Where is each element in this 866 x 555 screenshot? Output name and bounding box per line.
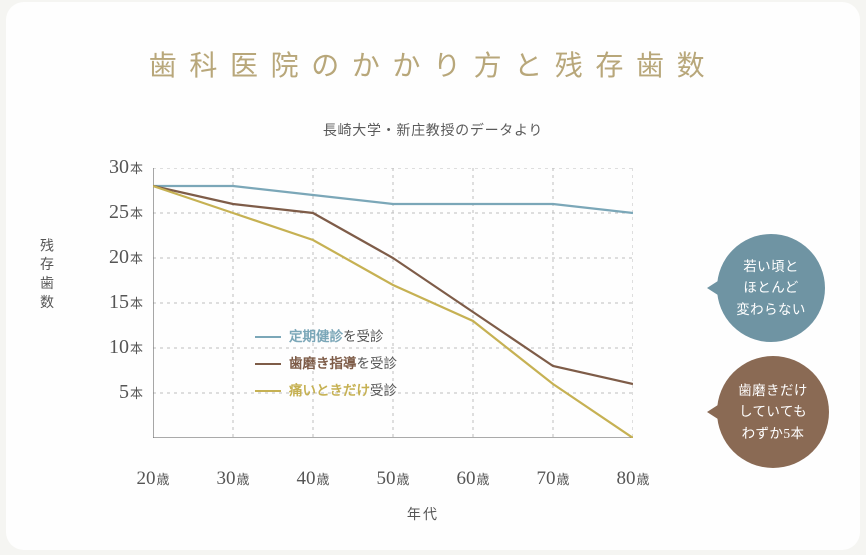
y-tick: 20本 [93,246,143,269]
chart-subtitle: 長崎大学・新庄教授のデータより [6,120,860,140]
legend-swatch-icon [255,390,281,392]
callout-text: 歯磨きだけしていてもわずか5本 [738,380,808,445]
x-tick: 60歳 [456,468,489,490]
x-axis-label: 年代 [153,504,693,524]
legend-item-brushing: 歯磨き指導を受診 [255,350,397,377]
x-tick: 70歳 [536,468,569,490]
x-tick: 40歳 [296,468,329,490]
x-tick: 50歳 [376,468,409,490]
legend-item-checkup: 定期健診を受診 [255,323,397,350]
x-tick: 80歳 [616,468,649,490]
y-tick: 30本 [93,156,143,179]
legend-swatch-icon [255,336,281,338]
y-tick: 5本 [93,381,143,404]
card: 歯科医院のかかり方と残存歯数 長崎大学・新庄教授のデータより 残存歯数 年代 定… [6,2,860,550]
y-tick: 10本 [93,336,143,359]
y-tick: 25本 [93,201,143,224]
y-axis-label: 残存歯数 [35,238,55,314]
x-tick: 30歳 [216,468,249,490]
chart-title: 歯科医院のかかり方と残存歯数 [6,44,860,84]
callout-text: 若い頃とほとんど変わらない [736,256,806,321]
callout-bubble-2: 歯磨きだけしていてもわずか5本 [717,356,829,468]
x-tick: 20歳 [136,468,169,490]
chart: 残存歯数 年代 定期健診を受診歯磨き指導を受診痛いときだけ受診 5本10本15本… [83,158,783,518]
legend-label: 痛いときだけ受診 [289,377,397,404]
legend: 定期健診を受診歯磨き指導を受診痛いときだけ受診 [255,323,397,404]
y-tick: 15本 [93,291,143,314]
legend-swatch-icon [255,363,281,365]
legend-label: 定期健診を受診 [289,323,384,350]
legend-label: 歯磨き指導を受診 [289,350,397,377]
legend-item-painonly: 痛いときだけ受診 [255,377,397,404]
callout-bubble-1: 若い頃とほとんど変わらない [717,234,825,342]
